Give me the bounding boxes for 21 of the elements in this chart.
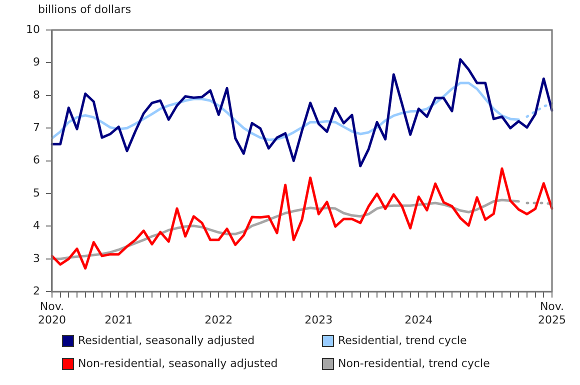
y-tick-label: 5 bbox=[32, 186, 40, 200]
x-tick-label: Nov. 2025 bbox=[538, 300, 566, 326]
x-tick-label: 2022 bbox=[204, 313, 233, 326]
x-tick-label: 2024 bbox=[404, 313, 433, 326]
x-tick-label: 2023 bbox=[304, 313, 333, 326]
y-tick-label: 8 bbox=[32, 88, 40, 102]
y-tick-label: 9 bbox=[32, 56, 40, 69]
legend-label: Residential, trend cycle bbox=[338, 334, 467, 347]
x-tick-label: Nov. 2020 bbox=[38, 300, 66, 326]
legend-label: Non-residential, trend cycle bbox=[338, 357, 490, 370]
y-tick-label: 3 bbox=[32, 252, 40, 265]
y-tick-label: 7 bbox=[32, 120, 40, 134]
y-tick-label: 10 bbox=[26, 22, 40, 36]
line-series bbox=[526, 102, 554, 118]
legend-label: Non-residential, seasonally adjusted bbox=[78, 357, 278, 370]
y-tick-label: 4 bbox=[32, 219, 40, 232]
y-tick-label: 6 bbox=[32, 154, 40, 167]
y-tick-label: 2 bbox=[32, 284, 40, 298]
legend-label: Residential, seasonally adjusted bbox=[78, 334, 255, 347]
x-tick-label: 2021 bbox=[104, 313, 133, 326]
y-axis-title: billions of dollars bbox=[38, 3, 132, 16]
